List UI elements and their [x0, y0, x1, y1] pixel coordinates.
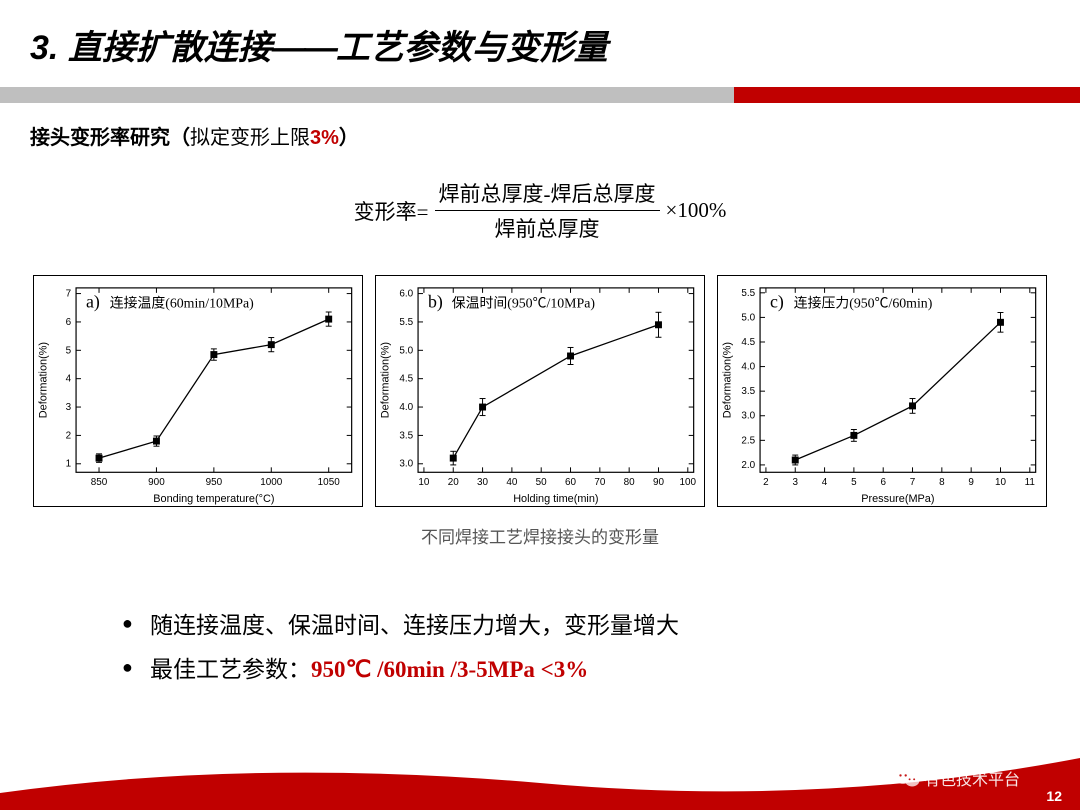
svg-text:100: 100	[680, 477, 697, 488]
svg-text:30: 30	[477, 477, 489, 488]
svg-text:10: 10	[418, 477, 430, 488]
subtitle-p1: 接头变形率研究（	[30, 127, 190, 149]
svg-text:20: 20	[448, 477, 460, 488]
svg-text:1: 1	[66, 459, 72, 470]
svg-text:2: 2	[66, 430, 72, 441]
svg-text:4: 4	[66, 374, 72, 385]
divider-bar	[0, 87, 1080, 103]
subtitle-p3: ）	[339, 127, 359, 149]
formula-lhs: 变形率=	[354, 196, 429, 226]
svg-text:5.5: 5.5	[399, 317, 413, 328]
formula-numerator: 焊前总厚度-焊后总厚度	[435, 178, 660, 211]
formula-denominator: 焊前总厚度	[495, 211, 600, 243]
svg-text:1000: 1000	[260, 477, 283, 488]
formula-fraction: 焊前总厚度-焊后总厚度 焊前总厚度	[435, 178, 660, 243]
svg-text:6.0: 6.0	[399, 289, 413, 300]
bullet-1: 随连接温度、保温时间、连接压力增大，变形量增大	[150, 604, 1080, 648]
svg-text:9: 9	[968, 477, 974, 488]
svg-text:2.0: 2.0	[741, 460, 755, 471]
svg-text:3: 3	[66, 402, 72, 413]
svg-text:850: 850	[91, 477, 108, 488]
chart-a: 850 900 950 1000 1050 1 2 3 4 5 6 7 Bonding temperat…	[33, 275, 363, 507]
chart-c: 2 3 4 5 6 7 8 9 10 11 2.0 2.5 3.0 3.5 4.0 4.5 5.0 5.5 Pres…	[717, 275, 1047, 507]
svg-text:5.5: 5.5	[741, 288, 755, 299]
svg-text:40: 40	[506, 477, 518, 488]
svg-text:50: 50	[536, 477, 548, 488]
svg-text:连接压力(950℃/60min): 连接压力(950℃/60min)	[794, 295, 933, 312]
svg-text:70: 70	[594, 477, 606, 488]
svg-text:连接温度(60min/10MPa): 连接温度(60min/10MPa)	[110, 295, 254, 312]
slide-title: 3. 直接扩散连接——工艺参数与变形量	[0, 0, 1080, 79]
charts-caption: 不同焊接工艺焊接接头的变形量	[0, 523, 1080, 548]
title-dash: ——	[272, 29, 336, 67]
svg-text:3.0: 3.0	[399, 459, 413, 470]
formula-rhs: ×100%	[666, 198, 727, 223]
subtitle: 接头变形率研究（拟定变形上限3%）	[0, 103, 1080, 150]
bullet-2-text: 最佳工艺参数：	[150, 657, 311, 682]
bullet-list: 随连接温度、保温时间、连接压力增大，变形量增大 最佳工艺参数：950℃ /60m…	[0, 604, 1080, 691]
divider-gray	[0, 87, 734, 103]
svg-text:6: 6	[880, 477, 886, 488]
svg-text:Deformation(%): Deformation(%)	[721, 342, 733, 418]
svg-text:5: 5	[851, 477, 857, 488]
svg-text:保温时间(950℃/10MPa): 保温时间(950℃/10MPa)	[452, 296, 595, 312]
svg-text:6: 6	[66, 317, 72, 328]
svg-text:7: 7	[910, 477, 916, 488]
svg-text:3: 3	[792, 477, 798, 488]
charts-row: 850900950100010501234567Bonding temperat…	[0, 275, 1080, 507]
svg-text:60: 60	[565, 477, 577, 488]
svg-text:4.0: 4.0	[399, 402, 413, 413]
bullet-2-red: 950℃ /60min /3-5MPa <3%	[311, 657, 588, 682]
svg-text:900: 900	[148, 477, 165, 488]
svg-text:90: 90	[653, 477, 665, 488]
svg-text:4: 4	[822, 477, 828, 488]
svg-text:8: 8	[939, 477, 945, 488]
subtitle-red: 3%	[310, 127, 339, 149]
svg-text:b): b)	[428, 292, 443, 313]
title-main: 直接扩散连接	[68, 29, 272, 67]
svg-text:Deformation(%): Deformation(%)	[379, 342, 391, 418]
svg-text:3.0: 3.0	[741, 411, 755, 422]
bullet-2: 最佳工艺参数：950℃ /60min /3-5MPa <3%	[150, 648, 1080, 692]
svg-text:4.0: 4.0	[741, 362, 755, 373]
svg-text:c): c)	[770, 292, 784, 313]
formula: 变形率= 焊前总厚度-焊后总厚度 焊前总厚度 ×100%	[0, 178, 1080, 243]
page-number: 12	[1046, 788, 1062, 804]
watermark-text: 有色技术平台	[924, 766, 1020, 790]
wechat-icon	[894, 767, 920, 789]
bullet-1-text: 随连接温度、保温时间、连接压力增大，变形量增大	[150, 613, 679, 638]
subtitle-p2: 拟定变形上限	[190, 127, 310, 149]
svg-text:950: 950	[206, 477, 223, 488]
svg-text:1050: 1050	[318, 477, 341, 488]
svg-text:10: 10	[995, 477, 1007, 488]
svg-text:Bonding temperature(°C): Bonding temperature(°C)	[153, 493, 274, 505]
title-sub: 工艺参数与变形量	[336, 29, 608, 67]
svg-text:4.5: 4.5	[741, 337, 755, 348]
svg-text:5.0: 5.0	[741, 312, 755, 323]
svg-text:Holding time(min): Holding time(min)	[513, 493, 598, 505]
svg-text:7: 7	[66, 289, 72, 300]
watermark: 有色技术平台	[894, 766, 1020, 790]
svg-text:3.5: 3.5	[399, 430, 413, 441]
svg-text:3.5: 3.5	[741, 386, 755, 397]
svg-text:11: 11	[1025, 477, 1036, 488]
divider-red	[734, 87, 1080, 103]
svg-text:2.5: 2.5	[741, 435, 755, 446]
svg-text:Deformation(%): Deformation(%)	[37, 342, 49, 418]
svg-text:a): a)	[86, 292, 100, 313]
svg-text:5: 5	[66, 345, 72, 356]
svg-text:5.0: 5.0	[399, 345, 413, 356]
title-number: 3.	[30, 29, 58, 67]
svg-text:Pressure(MPa): Pressure(MPa)	[861, 493, 934, 505]
chart-b: 10 20 30 40 50 60 70 80 90 100 3.0 3.5 4.0 4.5 5.0 5.5 6…	[375, 275, 705, 507]
svg-text:4.5: 4.5	[399, 374, 413, 385]
svg-text:80: 80	[624, 477, 636, 488]
svg-text:2: 2	[763, 477, 769, 488]
